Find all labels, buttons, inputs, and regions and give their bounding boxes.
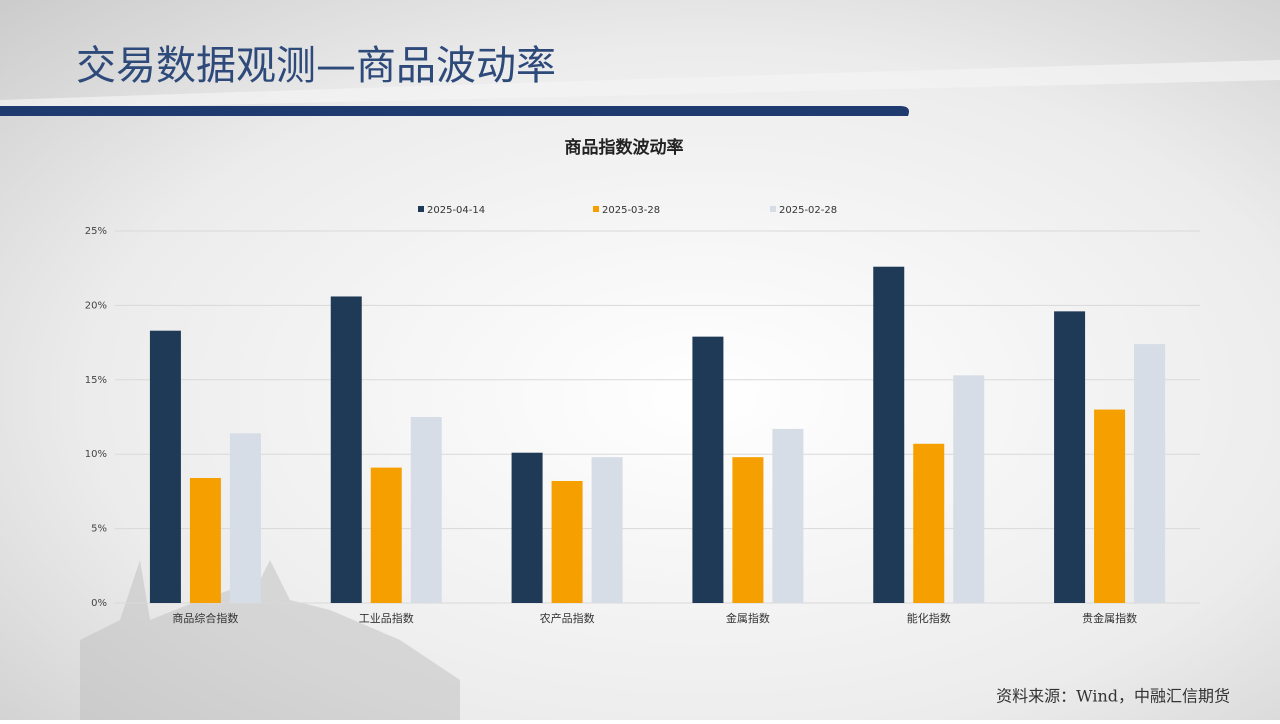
bar [229,433,261,603]
bar [511,452,543,603]
y-tick-label: 20% [85,300,107,311]
x-tick-label: 金属指数 [726,611,770,625]
x-tick-label: 贵金属指数 [1082,611,1137,625]
source-note: 资料来源：Wind，中融汇信期货 [996,687,1230,706]
header-bar [0,106,909,116]
bar [1094,409,1126,603]
legend-label: 2025-02-28 [779,205,837,216]
decor-swoosh [0,60,1280,110]
y-tick-label: 10% [85,449,107,460]
bar [330,296,362,603]
bar [913,443,945,603]
y-tick-label: 15% [85,375,107,386]
x-tick-label: 商品综合指数 [172,611,238,625]
bar [732,457,764,603]
bar [149,330,181,603]
bar [551,480,583,603]
bar [772,428,804,603]
decor-skyline [80,560,460,720]
chart-title: 商品指数波动率 [565,137,684,158]
bar [953,375,985,603]
bar [410,417,442,603]
legend-swatch [418,206,424,212]
bar [370,467,402,603]
bar [1134,344,1166,603]
slide-title: 交易数据观测—商品波动率 [76,43,556,89]
bar [189,478,221,603]
bar [873,266,905,603]
legend-swatch [593,206,599,212]
legend-swatch [770,206,776,212]
bar [1054,311,1086,603]
y-tick-label: 25% [85,226,107,237]
legend-label: 2025-03-28 [602,205,660,216]
y-tick-label: 5% [91,524,107,535]
bar [692,336,724,603]
x-tick-label: 工业品指数 [359,611,414,625]
x-tick-label: 农产品指数 [540,611,595,625]
bar [591,457,623,603]
x-tick-label: 能化指数 [907,611,951,625]
legend-label: 2025-04-14 [427,205,485,216]
y-tick-label: 0% [91,598,107,609]
